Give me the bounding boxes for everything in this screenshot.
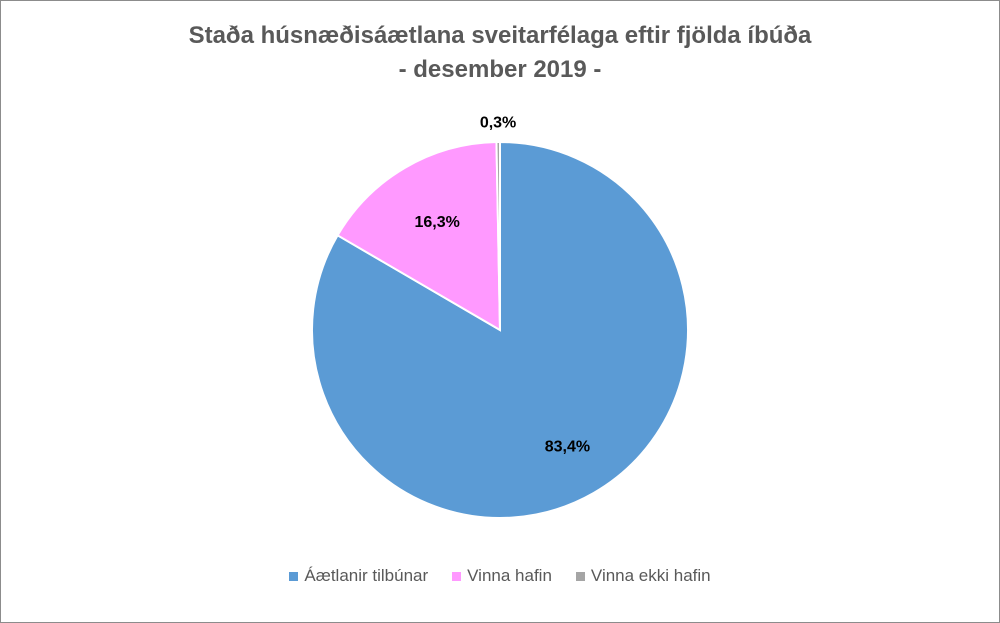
legend-label: Vinna hafin [467, 566, 552, 585]
pie-slice-2 [336, 141, 502, 332]
chart-subtitle: - desember 2019 - [398, 56, 602, 83]
chart-title: Staða húsnæðisáætlana sveitarfélaga efti… [188, 22, 812, 49]
legend-swatch [289, 571, 299, 581]
legend-item-2: Vinna hafin [452, 566, 552, 586]
data-label-3: 0,3% [480, 114, 516, 131]
pie-slice-3 [495, 140, 501, 331]
legend-label: Áætlanir tilbúnar [304, 566, 429, 585]
legend-item-1: Áætlanir tilbúnar [289, 566, 428, 586]
chart-title-block: Staða húsnæðisáætlana sveitarfélaga efti… [1, 19, 999, 87]
legend-swatch [452, 571, 462, 581]
legend-item-3: Vinna ekki hafin [575, 566, 711, 586]
legend-label: Vinna ekki hafin [590, 566, 711, 585]
legend-swatch [575, 571, 585, 581]
data-label-1: 83,4% [545, 439, 590, 456]
data-label-2: 16,3% [414, 214, 459, 231]
chart-legend: Áætlanir tilbúnar Vinna hafin Vinna ekki h… [1, 566, 999, 586]
